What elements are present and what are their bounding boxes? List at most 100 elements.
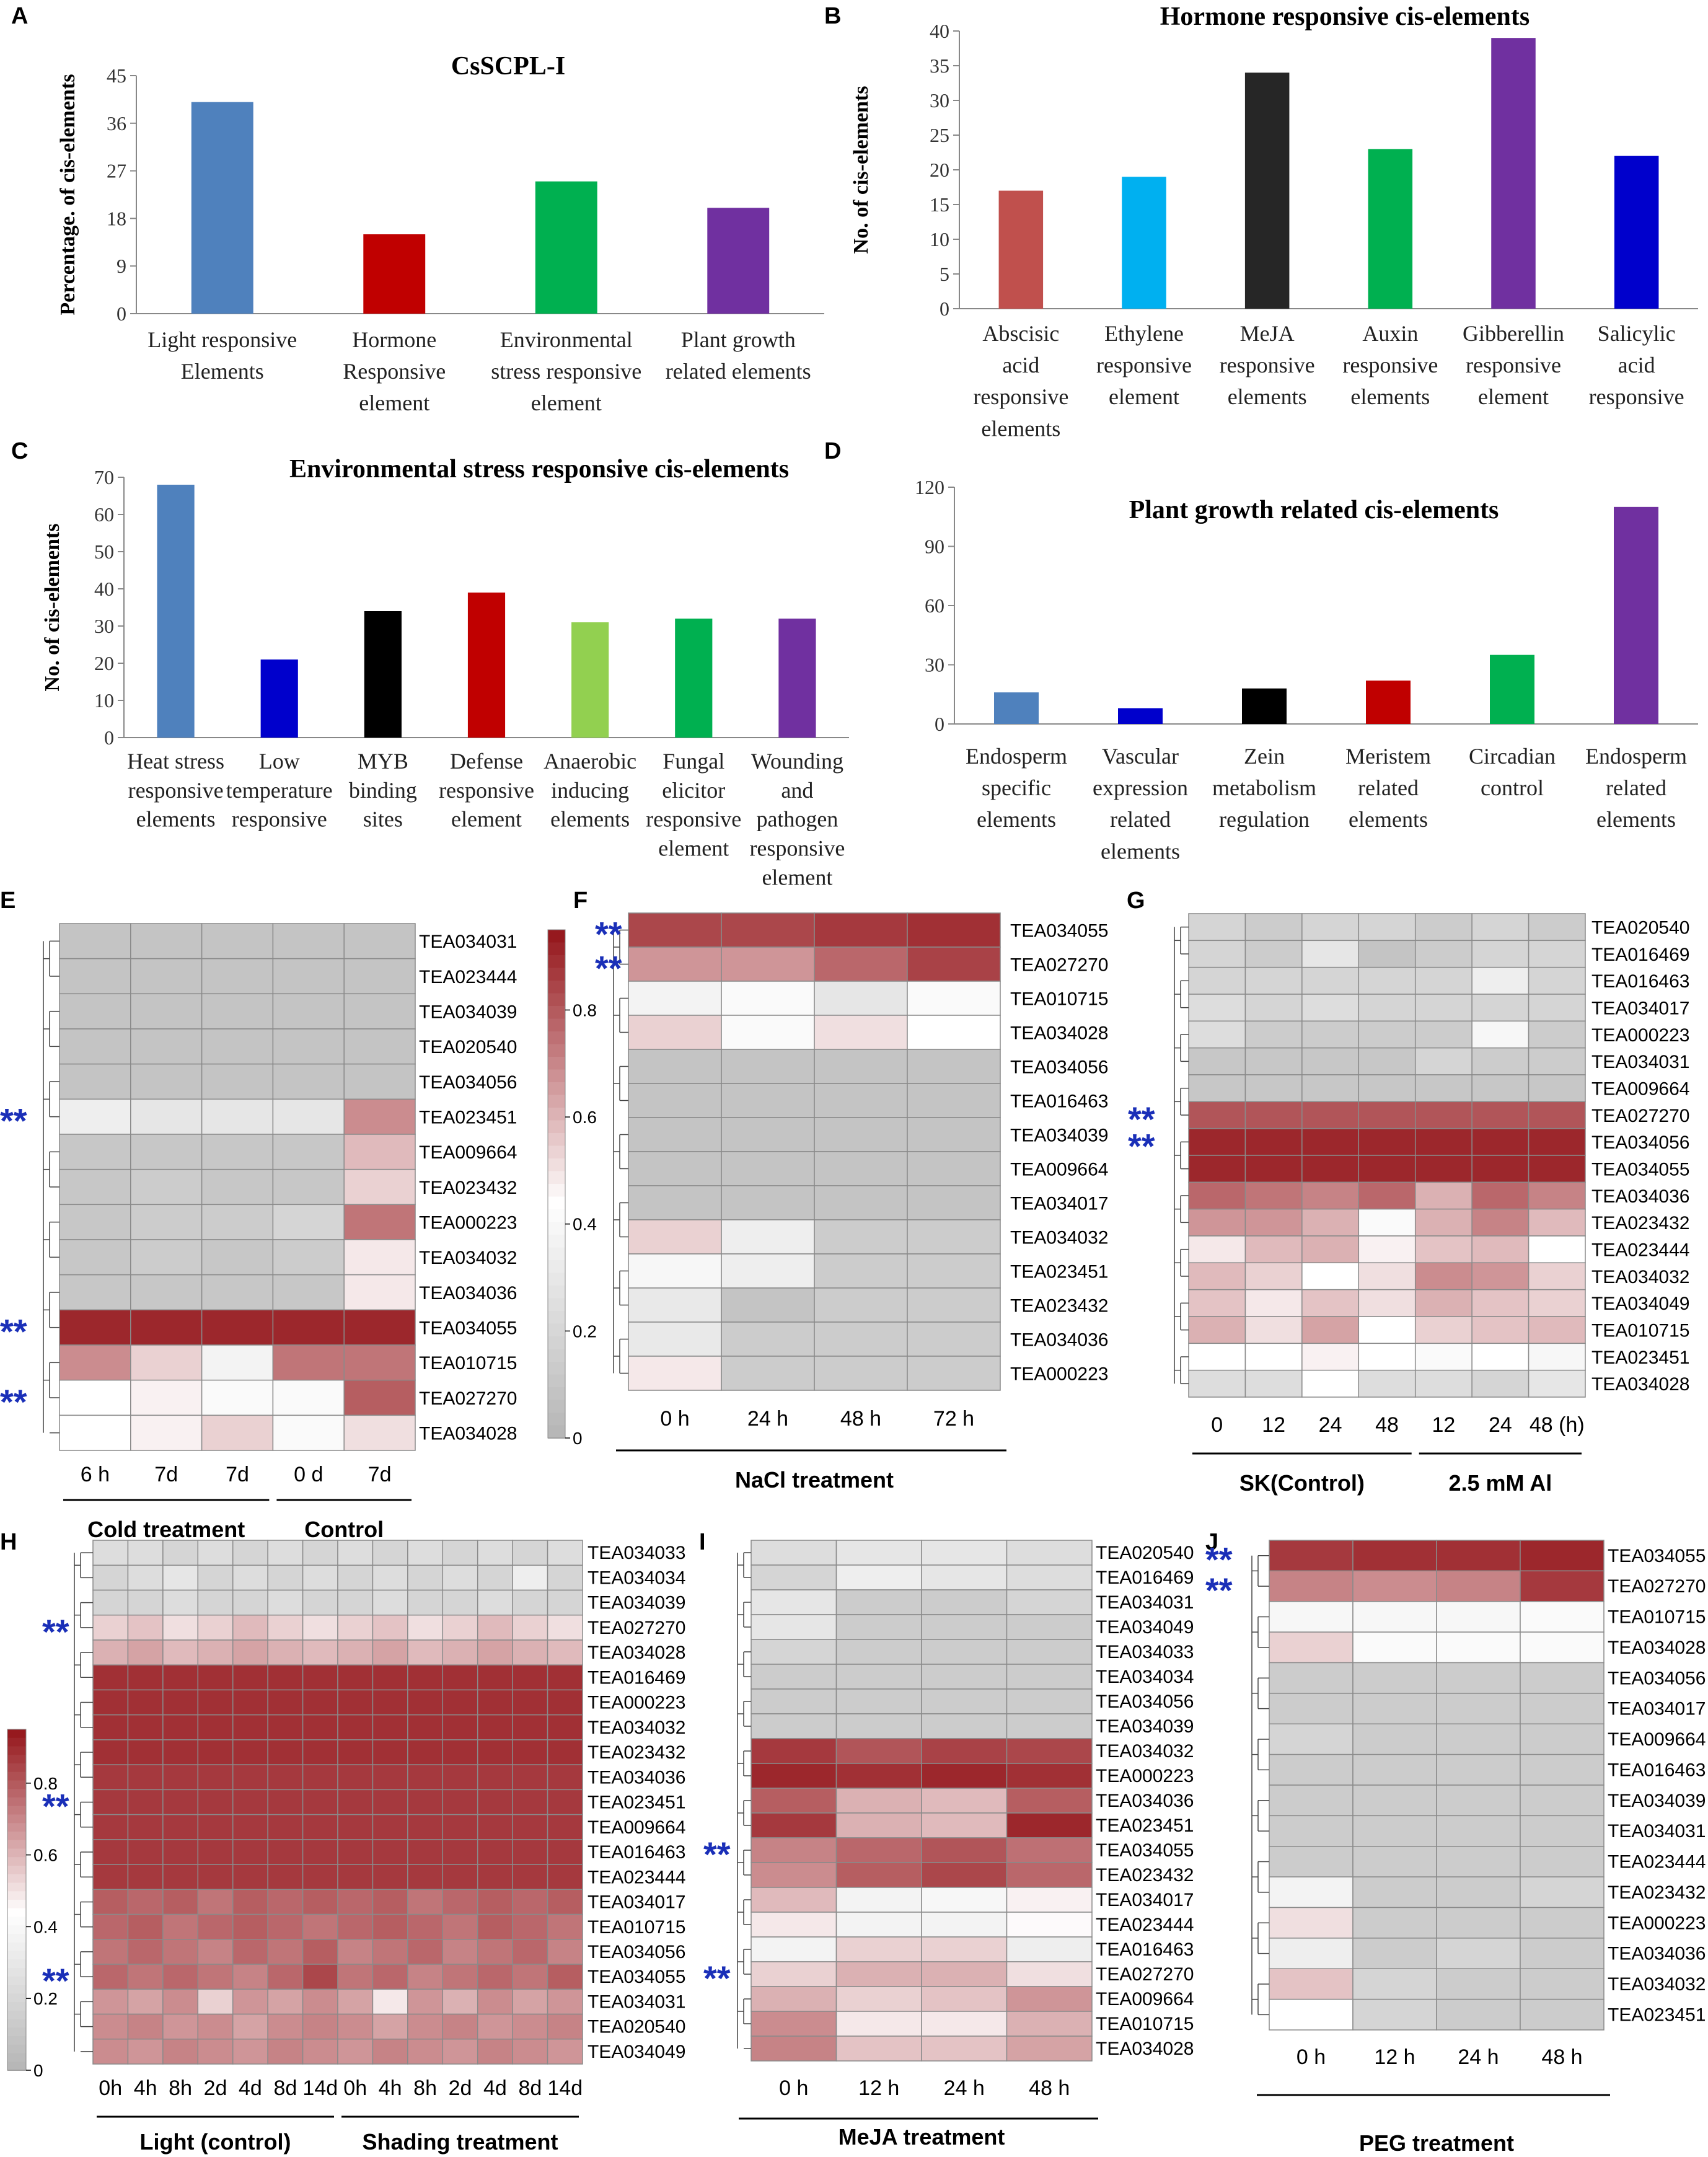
heatmap-cell bbox=[547, 1964, 583, 1990]
column-label: 14d bbox=[547, 2076, 583, 2100]
heatmap-cell bbox=[302, 1839, 338, 1865]
heatmap-cell bbox=[1006, 1961, 1093, 1987]
heatmap-cell bbox=[372, 1839, 408, 1865]
heatmap-cell bbox=[92, 1939, 129, 1965]
x-tick-label: Meristem related elements bbox=[1345, 744, 1431, 832]
x-tick-label: Wounding and pathogen responsive element bbox=[749, 749, 845, 889]
heatmap-cell bbox=[512, 1939, 548, 1965]
heatmap-cell bbox=[130, 1134, 203, 1170]
heatmap-cell bbox=[407, 1714, 444, 1740]
y-tick-label: 40 bbox=[930, 20, 949, 42]
column-label: 12 h bbox=[858, 2076, 899, 2100]
row-label: TEA034034 bbox=[1096, 1667, 1194, 1687]
heatmap-cell bbox=[1520, 1570, 1605, 1602]
heatmap-cell bbox=[907, 1049, 1001, 1084]
dendrogram bbox=[1174, 926, 1189, 1385]
heatmap-cell bbox=[547, 1939, 583, 1965]
heatmap-cell bbox=[1358, 1020, 1416, 1049]
heatmap-cell bbox=[1414, 940, 1472, 968]
heatmap-cell bbox=[267, 1988, 304, 2015]
heatmap-cell bbox=[512, 2013, 548, 2040]
heatmap-cell bbox=[337, 2013, 374, 2040]
heatmap-cell bbox=[201, 1274, 274, 1311]
heatmap-cell bbox=[907, 1151, 1001, 1186]
row-label: TEA016463 bbox=[588, 1842, 685, 1863]
heatmap-cell bbox=[267, 1540, 304, 1566]
heatmap-cell bbox=[130, 1309, 203, 1346]
heatmap-cell bbox=[835, 1788, 922, 1814]
heatmap-cell bbox=[1436, 1753, 1521, 1786]
row-label: TEA023444 bbox=[1608, 1852, 1706, 1872]
heatmap-cell bbox=[272, 1168, 345, 1206]
heatmap-cell bbox=[232, 1564, 268, 1591]
row-label: TEA034036 bbox=[1096, 1791, 1194, 1811]
heatmap-cell bbox=[1301, 1074, 1360, 1103]
heatmap-cell bbox=[1414, 1047, 1472, 1075]
heatmap-cell bbox=[835, 1837, 922, 1863]
row-label: TEA034049 bbox=[1591, 1294, 1689, 1314]
heatmap-cell bbox=[1301, 913, 1360, 942]
heatmap-cell bbox=[232, 1988, 268, 2015]
color-legend-e: 0.8 0.6 0.4 0.2 0 bbox=[547, 929, 597, 1448]
heatmap-cell bbox=[721, 1185, 815, 1220]
heatmap-cell bbox=[1352, 1938, 1437, 1969]
y-axis-label: Percentage. of cis-elements bbox=[56, 74, 79, 315]
row-label: TEA009664 bbox=[1591, 1078, 1689, 1099]
heatmap-cell bbox=[232, 2039, 268, 2065]
heatmap-cell bbox=[547, 1540, 583, 1566]
heatmap-cell bbox=[512, 1540, 548, 1566]
y-tick-label: 0 bbox=[117, 302, 126, 325]
heatmap-cell bbox=[343, 923, 416, 959]
heatmap-cell bbox=[162, 1589, 199, 1616]
heatmap-cell bbox=[343, 1028, 416, 1065]
heatmap-cell bbox=[1471, 1262, 1530, 1290]
bar bbox=[364, 611, 402, 738]
heatmap-cell bbox=[201, 1063, 274, 1100]
heatmap-cell bbox=[814, 1185, 908, 1220]
panel-letter: F bbox=[573, 888, 588, 914]
bar bbox=[191, 102, 253, 314]
heatmap-cell bbox=[512, 1913, 548, 1940]
heatmap-cell bbox=[372, 1639, 408, 1665]
bar bbox=[1491, 38, 1536, 309]
significance-marker: ** bbox=[0, 1312, 27, 1351]
heatmap-cell bbox=[302, 1664, 338, 1691]
row-label: TEA034031 bbox=[1096, 1592, 1194, 1613]
heatmap-cell bbox=[197, 1739, 234, 1765]
heatmap-cell bbox=[921, 1986, 1008, 2012]
heatmap-cell bbox=[201, 1239, 274, 1276]
column-label: 7d bbox=[154, 1463, 178, 1486]
heatmap-cell bbox=[337, 1714, 374, 1740]
heatmap-cell bbox=[1244, 1208, 1303, 1237]
heatmap-cell bbox=[512, 1639, 548, 1665]
heatmap-cell bbox=[59, 1379, 131, 1416]
heatmap-cell bbox=[1471, 966, 1530, 995]
row-label: TEA000223 bbox=[1591, 1025, 1689, 1046]
heatmap-cell bbox=[272, 1414, 345, 1451]
heatmap-cell bbox=[337, 1664, 374, 1691]
heatmap-cell bbox=[162, 1789, 199, 1815]
heatmap-cell bbox=[372, 1589, 408, 1616]
row-label: TEA010715 bbox=[1010, 989, 1108, 1009]
column-label: 0 bbox=[1211, 1413, 1223, 1437]
heatmap-cell bbox=[337, 1814, 374, 1840]
heatmap-cell bbox=[1301, 1101, 1360, 1129]
heatmap-cell bbox=[59, 1239, 131, 1276]
heatmap-cell bbox=[232, 1789, 268, 1815]
heatmap-cell bbox=[1301, 966, 1360, 995]
heatmap-cell bbox=[1358, 1181, 1416, 1210]
row-label: TEA034028 bbox=[1591, 1374, 1689, 1395]
heatmap-cell bbox=[547, 1664, 583, 1691]
heatmap-cell bbox=[127, 1814, 164, 1840]
heatmap-cell bbox=[921, 1738, 1008, 1764]
heatmap-cell bbox=[232, 1689, 268, 1716]
heatmap-cell bbox=[921, 2036, 1008, 2062]
heatmap-cell bbox=[628, 1253, 722, 1289]
column-label: 24 h bbox=[747, 1407, 788, 1431]
heatmap-cell bbox=[921, 1664, 1008, 1690]
row-label: TEA034028 bbox=[1010, 1023, 1108, 1043]
row-label: TEA027270 bbox=[419, 1388, 517, 1409]
heatmap-cell bbox=[835, 1961, 922, 1987]
heatmap-cell bbox=[302, 1814, 338, 1840]
heatmap-cell bbox=[162, 1689, 199, 1716]
